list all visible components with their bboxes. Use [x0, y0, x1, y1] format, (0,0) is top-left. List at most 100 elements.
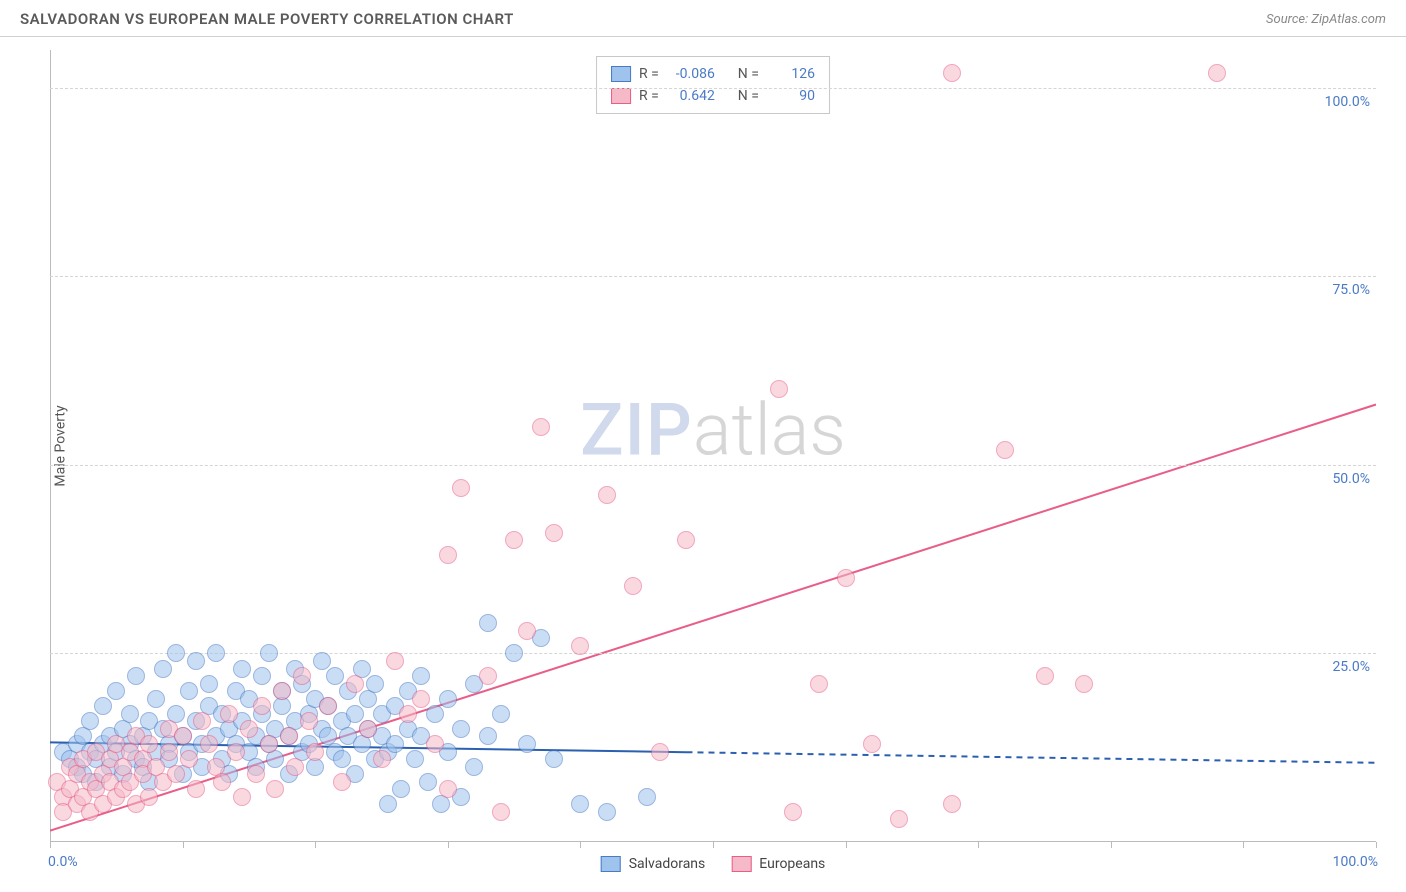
data-point-europeans: [306, 743, 324, 761]
data-point-europeans: [1208, 64, 1226, 82]
x-tick: [846, 842, 847, 848]
data-point-europeans: [140, 788, 158, 806]
data-point-salvadorans: [392, 780, 410, 798]
y-tick-label: 25.0%: [1332, 659, 1370, 675]
data-point-europeans: [386, 652, 404, 670]
data-point-europeans: [200, 735, 218, 753]
data-point-europeans: [1075, 675, 1093, 693]
swatch-salvadorans: [611, 66, 631, 82]
data-point-salvadorans: [346, 705, 364, 723]
data-point-europeans: [193, 712, 211, 730]
data-point-europeans: [260, 735, 278, 753]
legend-item-salvadorans: Salvadorans: [601, 856, 706, 872]
x-tick: [448, 842, 449, 848]
chart-plot-area: Male Poverty ZIPatlas R =-0.086 N =126R …: [50, 50, 1376, 842]
gridline: [50, 88, 1376, 89]
data-point-salvadorans: [465, 758, 483, 776]
data-point-salvadorans: [545, 750, 563, 768]
data-point-salvadorans: [518, 735, 536, 753]
y-axis-line: [50, 50, 51, 842]
y-axis-title: Male Poverty: [53, 405, 69, 486]
data-point-salvadorans: [127, 667, 145, 685]
data-point-europeans: [187, 780, 205, 798]
data-point-salvadorans: [187, 652, 205, 670]
data-point-europeans: [624, 577, 642, 595]
data-point-europeans: [943, 64, 961, 82]
n-label: N =: [738, 63, 759, 85]
data-point-salvadorans: [426, 705, 444, 723]
data-point-europeans: [571, 637, 589, 655]
x-tick: [1111, 842, 1112, 848]
data-point-europeans: [943, 795, 961, 813]
data-point-salvadorans: [253, 667, 271, 685]
data-point-salvadorans: [479, 727, 497, 745]
data-point-europeans: [1036, 667, 1054, 685]
data-point-salvadorans: [200, 675, 218, 693]
data-point-europeans: [333, 773, 351, 791]
data-point-salvadorans: [379, 795, 397, 813]
data-point-europeans: [180, 750, 198, 768]
x-tick: [978, 842, 979, 848]
data-point-europeans: [233, 788, 251, 806]
data-point-europeans: [240, 720, 258, 738]
data-point-salvadorans: [180, 682, 198, 700]
legend-swatch-salvadorans: [601, 856, 621, 872]
data-point-europeans: [174, 727, 192, 745]
data-point-europeans: [293, 667, 311, 685]
data-point-salvadorans: [233, 660, 251, 678]
n-value-salvadorans: 126: [767, 63, 815, 85]
data-point-salvadorans: [333, 750, 351, 768]
x-tick: [183, 842, 184, 848]
x-tick: [315, 842, 316, 848]
data-point-europeans: [837, 569, 855, 587]
stat-row-salvadorans: R =-0.086 N =126: [611, 63, 815, 85]
data-point-europeans: [273, 682, 291, 700]
x-tick: [713, 842, 714, 848]
data-point-salvadorans: [313, 652, 331, 670]
legend-label-salvadorans: Salvadorans: [629, 856, 706, 872]
correlation-stat-box: R =-0.086 N =126R =0.642 N =90: [596, 56, 830, 114]
data-point-salvadorans: [452, 720, 470, 738]
legend-item-europeans: Europeans: [731, 856, 825, 872]
data-point-europeans: [399, 705, 417, 723]
data-point-europeans: [439, 780, 457, 798]
data-point-europeans: [996, 441, 1014, 459]
legend: Salvadorans Europeans: [601, 856, 826, 872]
x-tick: [580, 842, 581, 848]
data-point-salvadorans: [638, 788, 656, 806]
data-point-europeans: [770, 380, 788, 398]
data-point-europeans: [890, 810, 908, 828]
data-point-europeans: [532, 418, 550, 436]
data-point-europeans: [373, 750, 391, 768]
watermark: ZIPatlas: [580, 388, 846, 473]
data-point-europeans: [518, 622, 536, 640]
data-point-europeans: [505, 531, 523, 549]
data-point-europeans: [810, 675, 828, 693]
data-point-salvadorans: [260, 644, 278, 662]
swatch-europeans: [611, 88, 631, 104]
data-point-europeans: [227, 743, 245, 761]
data-point-europeans: [266, 780, 284, 798]
data-point-europeans: [213, 773, 231, 791]
data-point-europeans: [220, 705, 238, 723]
data-point-europeans: [598, 486, 616, 504]
data-point-europeans: [492, 803, 510, 821]
data-point-europeans: [651, 743, 669, 761]
x-tick: [50, 842, 51, 848]
data-point-europeans: [319, 697, 337, 715]
chart-source: Source: ZipAtlas.com: [1266, 12, 1386, 27]
data-point-europeans: [300, 712, 318, 730]
data-point-salvadorans: [419, 773, 437, 791]
data-point-europeans: [359, 720, 377, 738]
data-point-salvadorans: [412, 667, 430, 685]
data-point-salvadorans: [121, 705, 139, 723]
legend-label-europeans: Europeans: [759, 856, 825, 872]
data-point-europeans: [247, 765, 265, 783]
x-tick: [1376, 842, 1377, 848]
data-point-europeans: [286, 758, 304, 776]
gridline: [50, 276, 1376, 277]
chart-title: SALVADORAN VS EUROPEAN MALE POVERTY CORR…: [20, 10, 514, 28]
data-point-europeans: [863, 735, 881, 753]
data-point-salvadorans: [147, 690, 165, 708]
data-point-salvadorans: [505, 644, 523, 662]
